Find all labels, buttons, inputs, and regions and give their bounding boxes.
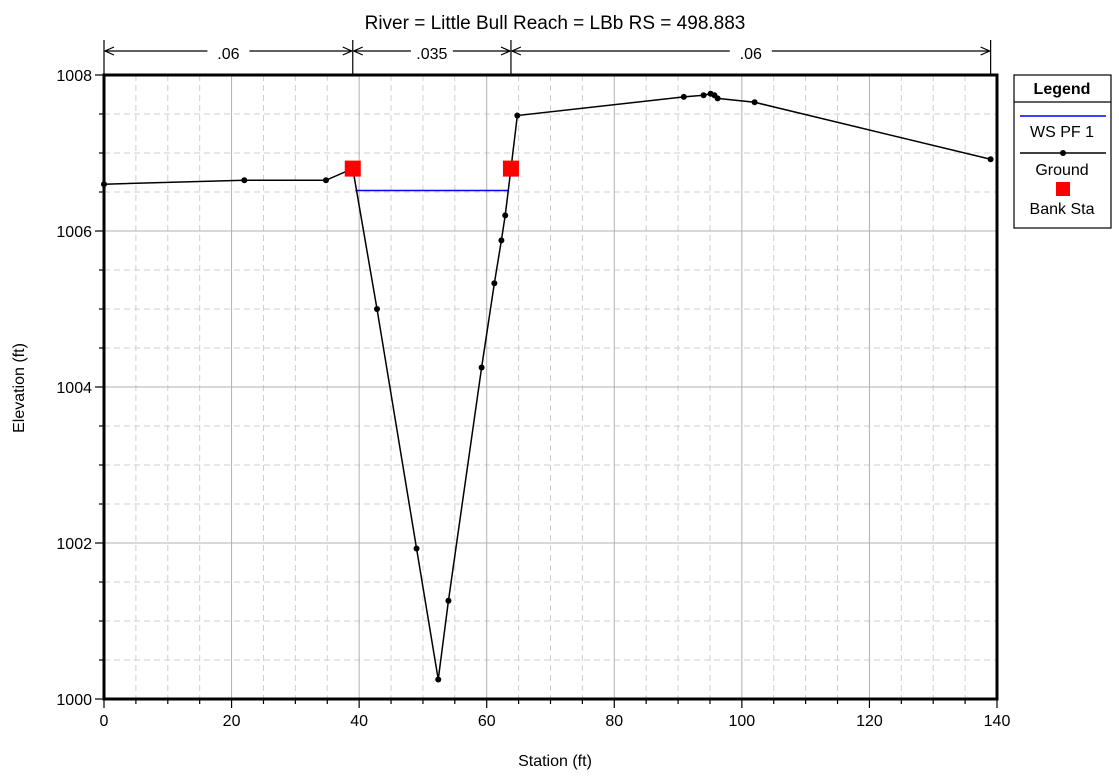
legend-bank-label: Bank Sta <box>1030 201 1095 218</box>
x-tick-label: 20 <box>223 713 241 730</box>
bank-station-marker <box>502 160 519 177</box>
ground-point <box>514 112 521 119</box>
major-grid <box>104 75 997 699</box>
tick-layer: 0 20 40 60 80 100 120 140 1000 1002 1004 1006 1008 <box>56 68 1010 730</box>
ground-point <box>374 306 381 312</box>
n-value-label: .06 <box>217 46 239 63</box>
manning-n-bar: .06 .035 .06 <box>103 40 992 75</box>
x-tick-label: 60 <box>478 713 496 730</box>
ground-point <box>478 364 485 371</box>
ground-point <box>322 177 329 184</box>
n-arrow-right <box>980 46 992 56</box>
n-arrow-right <box>342 46 354 56</box>
x-tick-label: 0 <box>100 713 109 730</box>
y-tick-label: 1002 <box>56 536 92 553</box>
ground-point <box>498 237 505 244</box>
legend-bank-marker <box>1056 182 1070 196</box>
legend-ground-label: Ground <box>1035 162 1088 179</box>
y-tick-label: 1006 <box>56 224 92 241</box>
legend-ground-marker <box>1060 150 1066 156</box>
ground-point <box>700 92 707 99</box>
x-tick-label: 140 <box>984 713 1011 730</box>
x-tick-label: 120 <box>856 713 883 730</box>
ground-point <box>413 545 420 552</box>
chart-title: River = Little Bull Reach = LBb RS = 498… <box>365 13 746 34</box>
ground-point <box>502 212 509 219</box>
legend: Legend WS PF 1 Ground Bank Sta <box>1013 74 1112 229</box>
y-tick-label: 1000 <box>56 692 92 709</box>
y-tick-label: 1004 <box>56 380 92 397</box>
n-value-label: .06 <box>740 46 762 63</box>
n-arrow-left <box>510 46 522 56</box>
legend-title: Legend <box>1034 81 1091 98</box>
ground-point <box>241 177 248 184</box>
ground-point <box>491 280 498 287</box>
x-tick-label: 80 <box>605 713 623 730</box>
n-arrow-left <box>103 46 115 56</box>
y-axis-label: Elevation (ft) <box>11 343 28 433</box>
bank-station-marker <box>344 160 361 177</box>
y-tick-label: 1008 <box>56 68 92 85</box>
n-arrow-right <box>500 46 512 56</box>
legend-ws-label: WS PF 1 <box>1030 124 1094 141</box>
n-arrow-left <box>352 46 364 56</box>
ground-point <box>751 99 758 106</box>
n-value-label: .035 <box>416 46 447 63</box>
ground-point <box>987 156 994 163</box>
ground-point <box>435 676 442 683</box>
x-axis-label: Station (ft) <box>518 753 592 770</box>
ground-point <box>680 93 687 100</box>
ground-point <box>445 597 452 604</box>
x-tick-label: 40 <box>350 713 368 730</box>
ground-point <box>714 95 721 102</box>
x-tick-label: 100 <box>729 713 756 730</box>
